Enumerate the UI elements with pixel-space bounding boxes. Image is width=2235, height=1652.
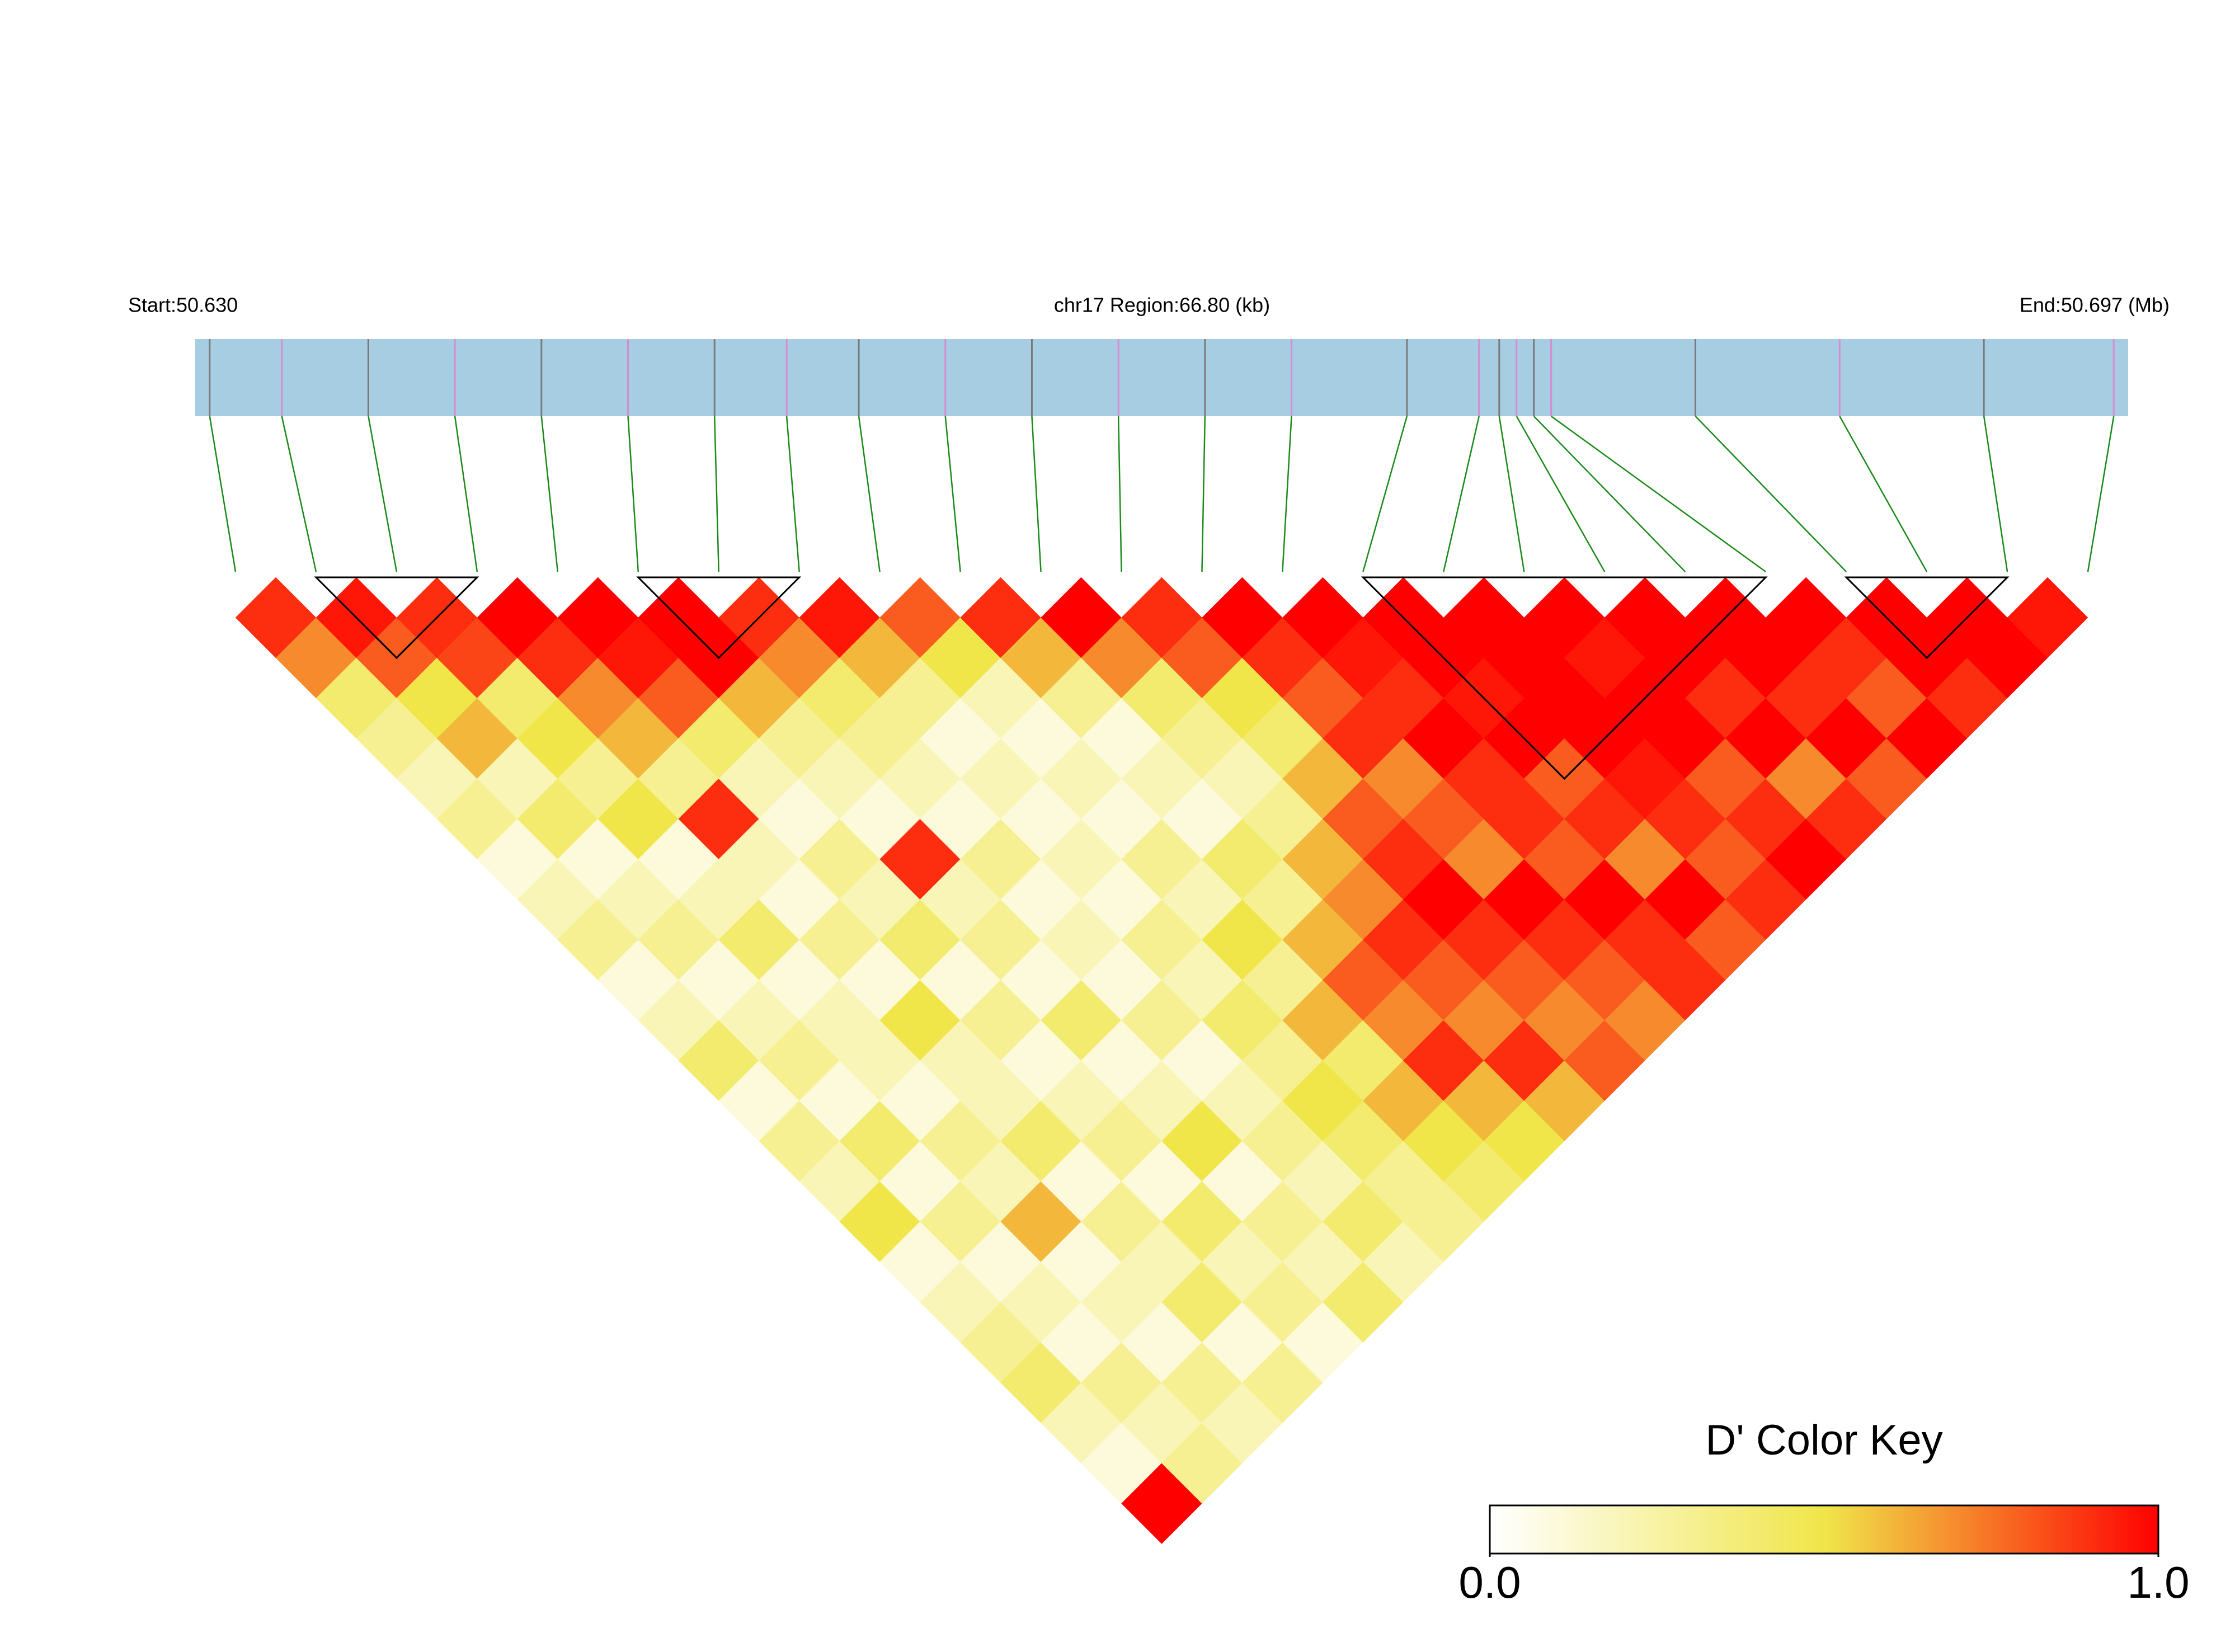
- start-label: Start:50.630: [128, 294, 238, 317]
- snp-link: [627, 416, 639, 572]
- ld-block: [1844, 576, 2010, 660]
- snp-link: [1498, 416, 1525, 572]
- snp-link: [209, 416, 237, 572]
- ld-block: [1361, 576, 1768, 780]
- snp-link: [454, 416, 478, 572]
- snp-link: [785, 416, 800, 572]
- colorbar-tick-label: 1.0: [2127, 1557, 2189, 1607]
- snp-link: [281, 416, 317, 572]
- snp-link: [1839, 416, 1928, 572]
- snp-link: [1533, 416, 1686, 572]
- snp-link: [944, 416, 961, 572]
- snp-link: [2087, 416, 2115, 572]
- snp-link: [1550, 415, 1766, 573]
- ld-block: [636, 576, 802, 660]
- snp-link: [1983, 416, 2008, 572]
- snp-link: [1201, 416, 1206, 572]
- snp-link: [1282, 416, 1292, 572]
- snp-link: [1117, 416, 1122, 572]
- region-label: chr17 Region:66.80 (kb): [1054, 294, 1270, 317]
- snp-link: [713, 416, 719, 572]
- snp-link: [1031, 416, 1042, 572]
- end-label: End:50.697 (Mb): [2020, 294, 2170, 317]
- position-bar: [195, 339, 2128, 416]
- colorbar-title: D' Color Key: [1705, 1416, 1942, 1464]
- snp-link: [1516, 416, 1606, 572]
- ld-block: [314, 576, 479, 660]
- colorbar: [1489, 1504, 2159, 1555]
- colorbar-tick-label: 0.0: [1458, 1557, 1521, 1607]
- snp-link: [1443, 416, 1480, 572]
- ld-cell: [2007, 577, 2088, 658]
- snp-link: [858, 416, 881, 572]
- snp-link: [368, 416, 398, 572]
- snp-link: [540, 416, 559, 572]
- snp-link: [1362, 416, 1408, 572]
- snp-link: [1695, 416, 1847, 572]
